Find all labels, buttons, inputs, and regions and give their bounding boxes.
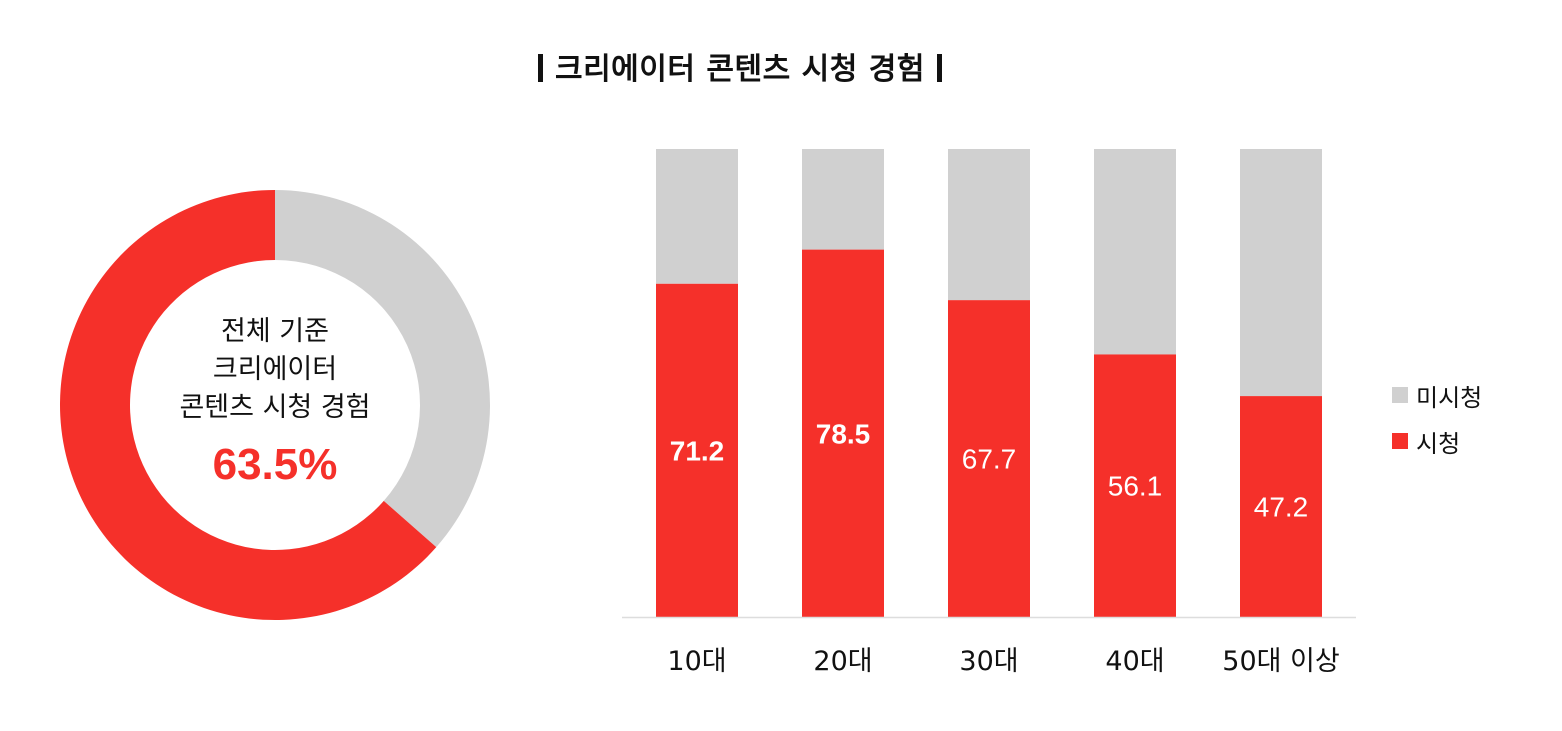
bar-value-label: 56.1 [1108, 471, 1163, 502]
legend-label-not-watched: 미시청 [1416, 383, 1483, 412]
title-bar-left [537, 54, 543, 82]
legend-item-not-watched: 미시청 [1392, 380, 1483, 412]
x-tick-label: 20대 [813, 646, 872, 677]
bar-watched [656, 283, 738, 617]
bar-value-label: 78.5 [816, 418, 871, 449]
donut-slice-watched [59, 190, 437, 620]
bar-not-watched [1240, 149, 1322, 397]
chart-title-text: 크리에이터 콘텐츠 시청 경험 [554, 52, 926, 87]
bar-value-label: 71.2 [670, 435, 725, 466]
x-tick-label: 40대 [1105, 646, 1164, 677]
donut-label-line3: 콘텐츠 시청 경험 [179, 392, 371, 423]
donut-slice-not-watched [275, 190, 490, 548]
bar-value-label: 67.7 [962, 444, 1017, 475]
bar-watched [802, 249, 884, 617]
donut-chart [59, 190, 490, 620]
donut-center-label: 전체 기준 크리에이터 콘텐츠 시청 경험 [125, 313, 425, 427]
title-bar-right [937, 54, 943, 82]
bar-not-watched [1094, 149, 1176, 355]
donut-center-value: 63.5% [212, 440, 338, 489]
bar-not-watched [656, 149, 738, 284]
chart-title: 크리에이터 콘텐츠 시청 경험 [0, 44, 1480, 88]
x-tick-label: 50대 이상 [1222, 646, 1339, 677]
x-tick-label: 30대 [959, 646, 1018, 677]
x-tick-label: 10대 [667, 646, 726, 677]
bar-value-label: 47.2 [1254, 492, 1309, 523]
legend-swatch-watched [1392, 433, 1408, 449]
bar-watched [1240, 396, 1322, 617]
bar-watched [948, 300, 1030, 617]
legend-label-watched: 시청 [1416, 429, 1461, 458]
bar-not-watched [948, 149, 1030, 301]
bar-watched [1094, 354, 1176, 617]
bar-not-watched [802, 149, 884, 250]
legend: 미시청 시청 [1392, 380, 1482, 472]
legend-item-watched: 시청 [1392, 426, 1482, 458]
donut-label-line2: 크리에이터 [212, 354, 338, 385]
legend-swatch-not-watched [1392, 387, 1408, 403]
donut-label-line1: 전체 기준 [221, 316, 329, 347]
